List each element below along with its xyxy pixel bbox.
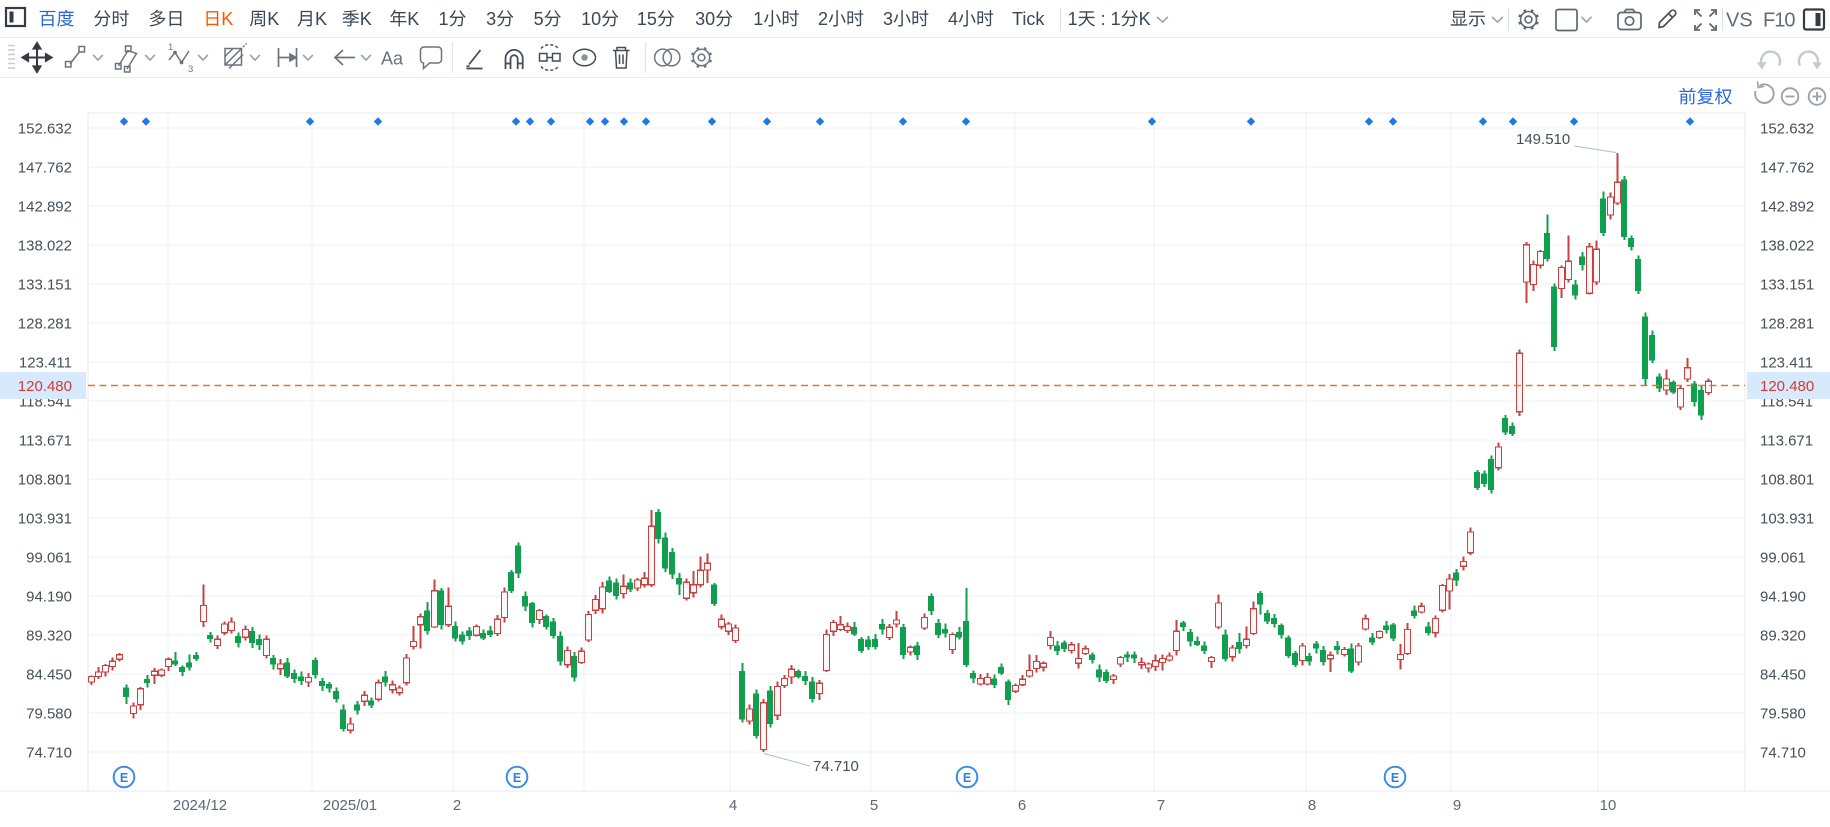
- svg-text:5: 5: [534, 9, 544, 29]
- svg-text:E: E: [513, 771, 521, 785]
- svg-text:133.151: 133.151: [1760, 277, 1814, 294]
- svg-text:99.061: 99.061: [26, 550, 72, 567]
- svg-text:2024/12: 2024/12: [173, 797, 227, 814]
- svg-text:120.480: 120.480: [18, 378, 72, 395]
- svg-text:133.151: 133.151: [18, 277, 72, 294]
- svg-text:1: 1: [1068, 9, 1078, 29]
- svg-text:1: 1: [168, 42, 173, 53]
- svg-text:138.022: 138.022: [1760, 238, 1814, 255]
- svg-text:138.022: 138.022: [18, 238, 72, 255]
- svg-text:94.190: 94.190: [26, 589, 72, 606]
- svg-text:142.892: 142.892: [18, 199, 72, 216]
- svg-text:4: 4: [948, 9, 958, 29]
- svg-text:128.281: 128.281: [1760, 316, 1814, 333]
- svg-text:120.480: 120.480: [1760, 378, 1814, 395]
- svg-text:142.892: 142.892: [1760, 199, 1814, 216]
- svg-text:94.190: 94.190: [1760, 589, 1806, 606]
- svg-text:E: E: [963, 771, 971, 785]
- svg-text:15: 15: [637, 9, 657, 29]
- svg-text:3: 3: [883, 9, 893, 29]
- svg-text:74.710: 74.710: [26, 745, 72, 762]
- svg-text:84.450: 84.450: [26, 667, 72, 684]
- svg-text:79.580: 79.580: [1760, 706, 1806, 723]
- svg-text:VS: VS: [1726, 10, 1753, 32]
- svg-text:1: 1: [1111, 9, 1121, 29]
- svg-text:2: 2: [453, 797, 461, 814]
- svg-text:108.801: 108.801: [18, 472, 72, 489]
- svg-text:79.580: 79.580: [26, 706, 72, 723]
- svg-text:8: 8: [1308, 797, 1316, 814]
- svg-text:6: 6: [1018, 797, 1026, 814]
- svg-text:Tick: Tick: [1012, 9, 1045, 29]
- svg-text:99.061: 99.061: [1760, 550, 1806, 567]
- svg-text:1: 1: [753, 9, 763, 29]
- svg-text:7: 7: [1157, 797, 1165, 814]
- svg-text:E: E: [1391, 771, 1399, 785]
- svg-text:113.671: 113.671: [19, 433, 72, 450]
- svg-text::: :: [1101, 9, 1106, 29]
- svg-text:103.931: 103.931: [18, 511, 72, 528]
- svg-text:152.632: 152.632: [1760, 121, 1814, 138]
- svg-text:152.632: 152.632: [18, 121, 72, 138]
- svg-text:147.762: 147.762: [18, 160, 72, 177]
- svg-text:K: K: [221, 9, 233, 29]
- svg-text:2: 2: [818, 9, 828, 29]
- svg-text:K: K: [407, 9, 419, 29]
- svg-text:4: 4: [729, 797, 737, 814]
- svg-text:5: 5: [870, 797, 878, 814]
- svg-text:E: E: [120, 771, 128, 785]
- svg-text:123.411: 123.411: [19, 355, 72, 372]
- svg-text:K: K: [360, 9, 372, 29]
- svg-text:89.320: 89.320: [1760, 628, 1806, 645]
- svg-text:74.710: 74.710: [813, 758, 859, 775]
- svg-text:128.281: 128.281: [18, 316, 72, 333]
- svg-text:123.411: 123.411: [1760, 355, 1813, 372]
- svg-text:F10: F10: [1763, 10, 1795, 32]
- svg-text:K: K: [267, 9, 279, 29]
- svg-text:K: K: [1139, 9, 1151, 29]
- svg-text:10: 10: [581, 9, 601, 29]
- svg-text:1: 1: [439, 9, 449, 29]
- svg-text:147.762: 147.762: [1760, 160, 1814, 177]
- svg-text:149.510: 149.510: [1516, 131, 1570, 148]
- svg-text:3: 3: [188, 64, 193, 75]
- svg-text:89.320: 89.320: [26, 628, 72, 645]
- svg-text:108.801: 108.801: [1760, 472, 1814, 489]
- svg-text:3: 3: [486, 9, 496, 29]
- svg-text:10: 10: [1600, 797, 1617, 814]
- svg-text:2025/01: 2025/01: [323, 797, 377, 814]
- svg-text:113.671: 113.671: [1760, 433, 1813, 450]
- svg-text:74.710: 74.710: [1760, 745, 1806, 762]
- svg-text:103.931: 103.931: [1760, 511, 1814, 528]
- svg-text:9: 9: [1453, 797, 1461, 814]
- svg-text:Aa: Aa: [381, 49, 404, 69]
- svg-text:30: 30: [695, 9, 715, 29]
- svg-text:84.450: 84.450: [1760, 667, 1806, 684]
- svg-text:K: K: [315, 9, 327, 29]
